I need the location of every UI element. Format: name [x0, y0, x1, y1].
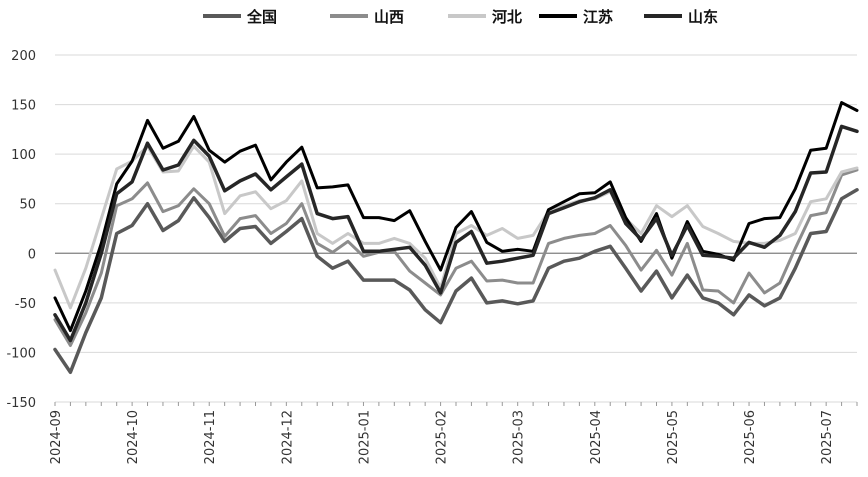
- x-tick-label: 2025-01: [357, 410, 372, 464]
- y-tick-label: 100: [11, 148, 36, 163]
- x-tick-label: 2024-12: [280, 410, 295, 464]
- y-tick-label: 200: [11, 49, 36, 64]
- x-tick-label: 2024-11: [203, 410, 218, 464]
- x-tick-label: 2025-06: [743, 410, 758, 464]
- x-tick-label: 2025-04: [589, 410, 604, 464]
- legend: 全国 山西 河北 江苏 山东: [203, 8, 718, 26]
- legend-label: 江苏: [583, 8, 613, 26]
- x-tick-label: 2024-10: [126, 410, 141, 464]
- series-line-1: [53, 168, 859, 347]
- x-tick-label: 2025-03: [512, 410, 527, 464]
- x-tick-label: 2024-09: [49, 410, 64, 464]
- x-tick-label: 2025-05: [666, 410, 681, 464]
- series-line-4: [53, 124, 859, 343]
- series-line-2: [53, 144, 859, 310]
- y-tick-label: 50: [19, 198, 36, 213]
- y-axis: -150 -100 -50 0 50 100 150 200: [6, 49, 36, 411]
- x-axis: 2024-09 2024-10 2024-11 2024-12 2025-01 2025-…: [49, 252, 858, 464]
- y-tick-label: 0: [28, 247, 36, 262]
- y-tick-label: -150: [6, 396, 36, 411]
- y-tick-label: -50: [15, 297, 36, 312]
- series-line-0: [53, 188, 859, 375]
- legend-label: 山东: [688, 8, 718, 26]
- y-tick-label: -100: [6, 346, 36, 361]
- legend-label: 山西: [374, 8, 404, 26]
- legend-label: 全国: [246, 8, 277, 26]
- series-lines: [53, 101, 859, 375]
- x-tick-label: 2025-02: [435, 410, 450, 464]
- x-tick-label: 2025-07: [820, 410, 835, 464]
- y-tick-label: 150: [11, 99, 36, 114]
- legend-label: 河北: [492, 8, 522, 26]
